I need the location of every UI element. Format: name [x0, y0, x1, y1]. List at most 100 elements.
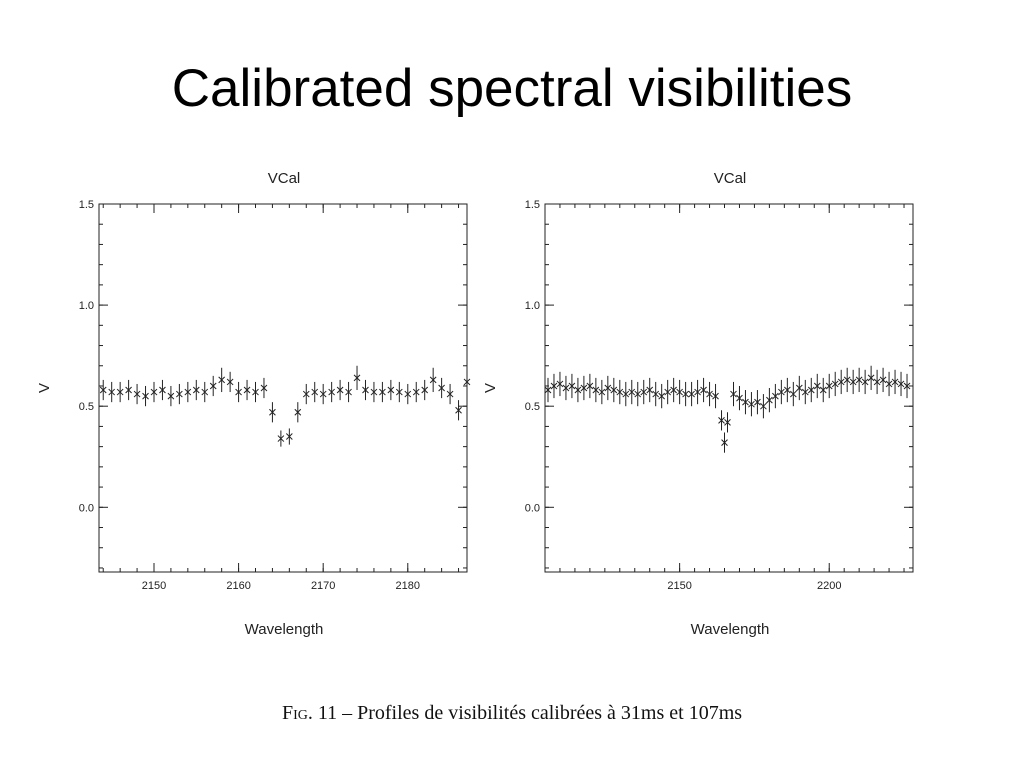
data-point — [209, 375, 217, 397]
data-point — [664, 379, 672, 405]
marker-stroke — [544, 386, 552, 394]
marker-stroke — [670, 386, 678, 394]
data-point — [592, 377, 600, 403]
marker-stroke — [688, 390, 695, 398]
data-point — [184, 381, 192, 403]
data-point — [568, 373, 576, 399]
marker-stroke — [446, 390, 454, 398]
marker-stroke — [302, 390, 310, 398]
data-point — [446, 383, 454, 405]
data-point — [429, 367, 437, 393]
marker-stroke — [243, 386, 251, 394]
marker-stroke — [370, 388, 378, 396]
x-tick-label: 2150 — [142, 580, 166, 592]
marker-stroke — [861, 378, 869, 386]
data-point — [277, 430, 285, 447]
marker-stroke — [592, 386, 600, 394]
marker-stroke — [192, 386, 200, 394]
data-point — [574, 377, 582, 403]
marker-stroke — [176, 390, 183, 398]
data-point — [218, 367, 226, 393]
data-point — [795, 375, 803, 401]
data-point — [724, 412, 731, 433]
data-point — [336, 379, 344, 401]
marker-stroke — [813, 382, 821, 390]
marker-stroke — [562, 384, 570, 392]
data-point — [294, 402, 302, 423]
marker-stroke — [319, 390, 327, 398]
data-point — [269, 402, 276, 423]
data-layer — [99, 365, 471, 447]
marker-stroke — [395, 388, 403, 396]
data-point — [801, 379, 809, 405]
marker-stroke — [724, 419, 731, 426]
data-point — [142, 385, 149, 407]
data-point — [688, 381, 695, 407]
data-point — [640, 379, 648, 405]
marker-stroke — [218, 376, 226, 384]
marker-stroke — [754, 398, 761, 406]
data-point — [362, 379, 369, 401]
data-point — [586, 373, 594, 399]
chart-left: VCal Wavelength V 0.0 0.5 1.0 1.5 2150 2160 21… — [36, 170, 471, 638]
data-point — [760, 394, 767, 419]
data-point — [125, 379, 132, 401]
marker-stroke — [891, 378, 899, 386]
marker-stroke — [807, 386, 815, 394]
marker-stroke — [885, 380, 893, 388]
marker-stroke — [345, 388, 352, 396]
data-point — [772, 383, 779, 409]
marker-stroke — [586, 382, 594, 390]
data-point — [345, 381, 352, 403]
marker-stroke — [778, 388, 785, 396]
marker-stroke — [819, 386, 827, 394]
marker-stroke — [795, 384, 803, 392]
data-point — [562, 375, 570, 401]
marker-stroke — [421, 386, 429, 394]
data-point — [252, 381, 259, 403]
data-point — [616, 379, 624, 405]
x-tick-label: 2170 — [311, 580, 335, 592]
marker-stroke — [736, 394, 743, 402]
data-point — [302, 383, 310, 405]
marker-stroke — [387, 386, 395, 394]
marker-stroke — [556, 380, 564, 388]
marker-stroke — [783, 386, 791, 394]
marker-stroke — [150, 388, 158, 396]
marker-stroke — [353, 374, 361, 382]
data-point — [891, 369, 899, 395]
y-tick-label: 0.5 — [525, 401, 540, 413]
marker-stroke — [682, 390, 689, 398]
data-point — [604, 375, 612, 401]
chart-title: VCal — [714, 170, 747, 187]
data-point — [598, 379, 606, 405]
marker-stroke — [721, 439, 728, 446]
marker-stroke — [209, 382, 217, 390]
y-axis-label: V — [482, 383, 499, 393]
marker-stroke — [328, 388, 335, 396]
marker-stroke — [99, 386, 107, 394]
data-point — [676, 379, 683, 405]
marker-stroke — [269, 408, 276, 416]
data-point — [867, 365, 875, 391]
data-point — [379, 381, 386, 403]
data-point — [201, 381, 209, 403]
data-point — [370, 381, 378, 403]
data-point — [766, 388, 773, 413]
marker-stroke — [646, 386, 654, 394]
marker-stroke — [766, 396, 773, 404]
data-point — [658, 383, 666, 409]
data-point — [837, 369, 845, 395]
marker-stroke — [580, 384, 588, 392]
marker-stroke — [676, 388, 683, 396]
marker-stroke — [873, 378, 881, 386]
marker-stroke — [362, 386, 369, 394]
data-point — [235, 381, 242, 403]
data-point — [873, 369, 881, 395]
data-point — [328, 381, 335, 403]
marker-stroke — [285, 433, 293, 440]
marker-stroke — [260, 384, 268, 392]
chart-right: VCal Wavelength V 0.0 0.5 1.0 1.5 2150 2200 — [482, 170, 914, 638]
marker-stroke — [336, 386, 344, 394]
marker-stroke — [718, 416, 725, 424]
